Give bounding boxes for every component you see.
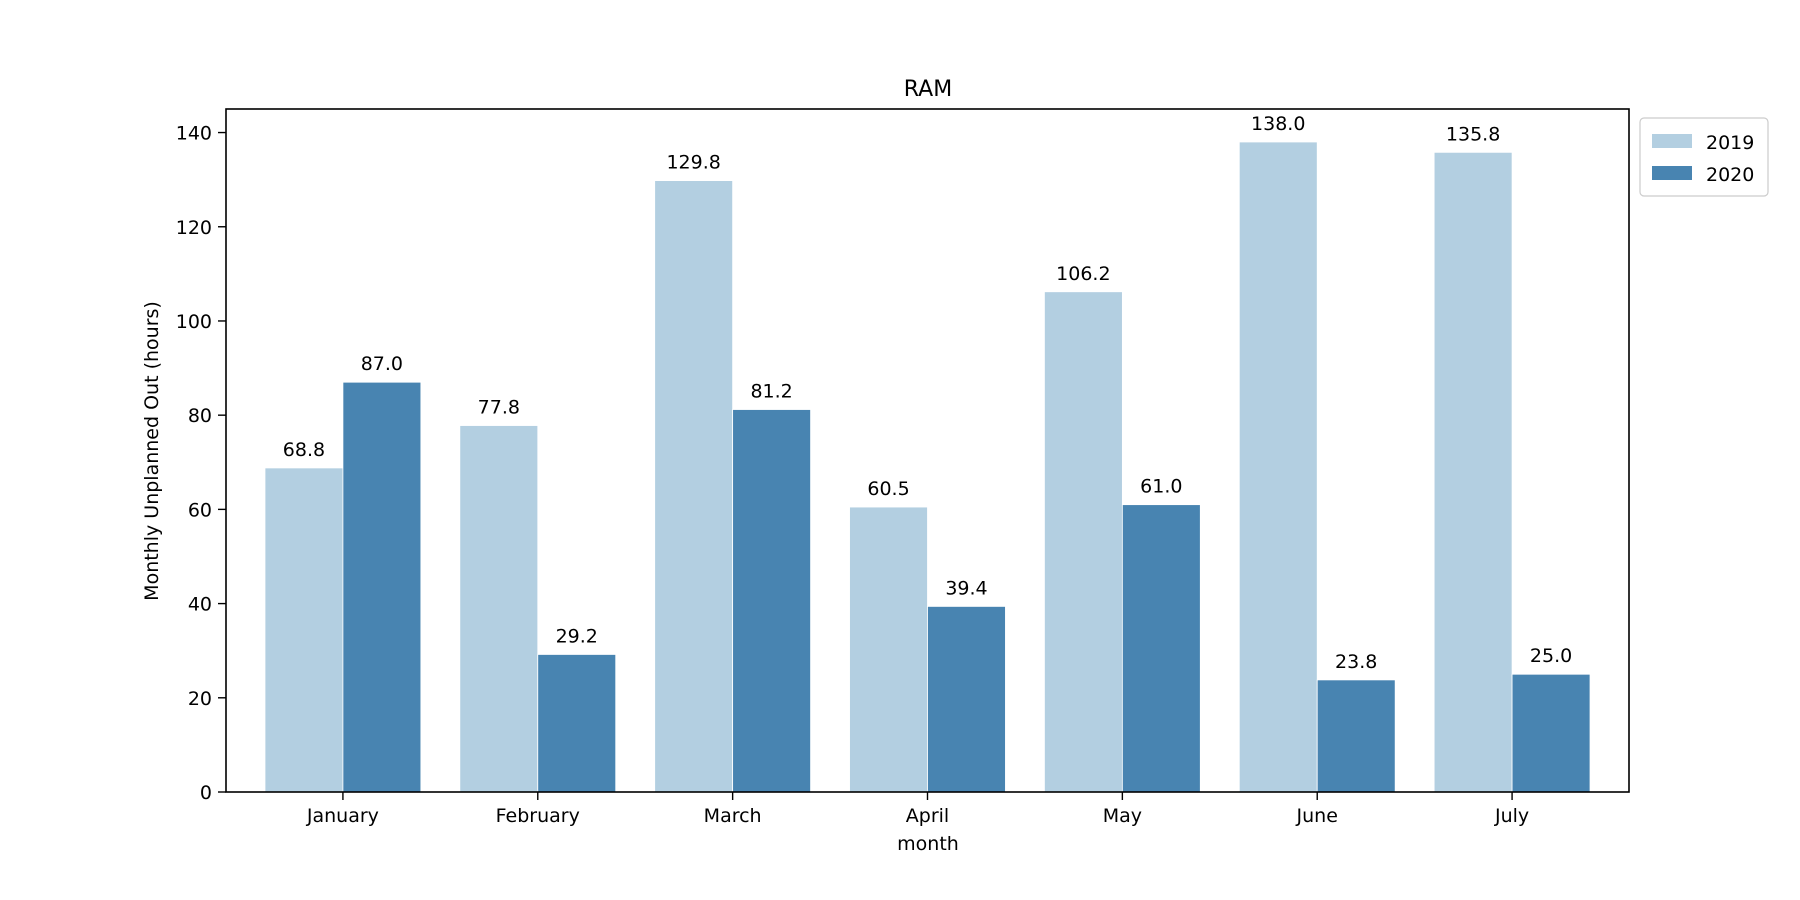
x-tick-label: June [1296, 805, 1338, 827]
bar-value-label: 68.8 [283, 439, 325, 461]
bar-2020-february [537, 654, 617, 793]
bar-labels-group: 68.8 77.8 129.8 60.5 106.2 138.0 135.8 87.0 29.2… [283, 113, 1572, 673]
x-tick-label: January [306, 805, 379, 827]
x-tick-label: February [496, 805, 580, 827]
y-tick-label: 100 [176, 311, 212, 333]
bar-2019-june [1238, 141, 1318, 793]
bar-value-label: 135.8 [1446, 123, 1500, 145]
bar-2019-february [459, 425, 539, 793]
y-tick-label: 60 [188, 499, 212, 521]
x-tick-label: March [704, 805, 762, 827]
y-axis-ticks: 0 20 40 60 80 100 120 140 [176, 123, 226, 804]
bars-group [264, 141, 1591, 793]
x-tick-label: July [1494, 805, 1529, 827]
bar-value-label: 25.0 [1530, 645, 1572, 667]
x-tick-label: April [906, 805, 949, 827]
bar-value-label: 106.2 [1056, 263, 1110, 285]
x-tick-label: May [1103, 805, 1142, 827]
bar-2020-april [927, 606, 1006, 793]
y-tick-label: 120 [176, 217, 212, 239]
bar-2019-january [264, 467, 344, 793]
y-axis-label: Monthly Unplanned Out (hours) [141, 301, 163, 601]
y-tick-label: 0 [200, 782, 212, 804]
bar-2019-may [1044, 291, 1123, 793]
y-tick-label: 80 [188, 405, 212, 427]
bar-value-label: 87.0 [361, 353, 403, 375]
legend-swatch-2020 [1652, 166, 1692, 180]
bar-value-label: 138.0 [1251, 113, 1305, 135]
bar-value-label: 60.5 [867, 478, 909, 500]
bar-value-label: 81.2 [750, 381, 792, 403]
bar-value-label: 61.0 [1140, 476, 1182, 498]
bar-2020-january [342, 381, 422, 793]
legend-label-2020: 2020 [1706, 164, 1754, 186]
legend-swatch-2019 [1652, 134, 1692, 148]
bar-2020-may [1121, 504, 1201, 793]
bar-value-label: 77.8 [478, 397, 520, 419]
bar-value-label: 23.8 [1335, 651, 1377, 673]
bar-2020-july [1511, 673, 1591, 793]
bar-2020-june [1316, 679, 1396, 793]
bar-value-label: 29.2 [556, 625, 598, 647]
bar-value-label: 129.8 [666, 152, 720, 174]
legend-label-2019: 2019 [1706, 132, 1754, 154]
bar-2019-april [849, 506, 928, 793]
bar-2019-march [654, 180, 734, 793]
plot-frame [225, 108, 1630, 793]
chart-title: RAM [904, 77, 952, 102]
y-tick-label: 140 [176, 123, 212, 145]
x-axis-label: month [897, 833, 959, 855]
legend: 2019 2020 [1639, 117, 1769, 197]
bar-2019-july [1433, 151, 1513, 793]
bar-2020-march [732, 409, 811, 793]
y-tick-label: 40 [188, 594, 212, 616]
bar-value-label: 39.4 [945, 577, 987, 599]
x-axis-ticks: January February March April May June July [306, 792, 1529, 827]
y-tick-label: 20 [188, 688, 212, 710]
